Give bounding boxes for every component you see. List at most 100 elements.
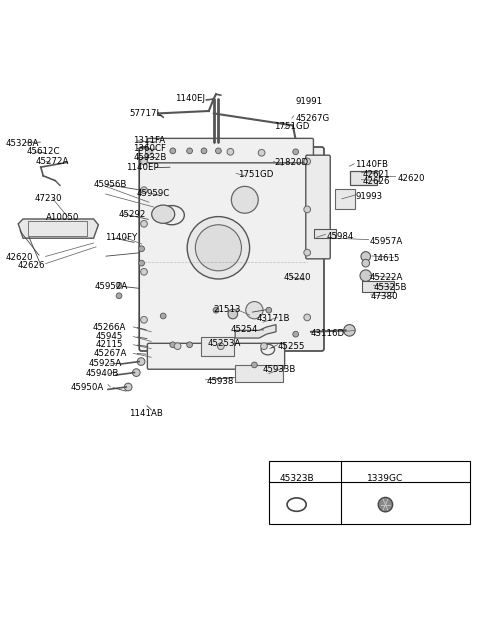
Circle shape: [360, 270, 372, 282]
Polygon shape: [350, 171, 379, 185]
Text: 45325B: 45325B: [373, 283, 407, 292]
Text: 57717L: 57717L: [130, 109, 162, 118]
Circle shape: [201, 148, 207, 154]
Circle shape: [187, 148, 192, 154]
Polygon shape: [18, 219, 98, 238]
Circle shape: [187, 217, 250, 279]
Text: 42620: 42620: [6, 253, 33, 262]
Text: 45328A: 45328A: [6, 139, 39, 147]
Text: 45267G: 45267G: [295, 113, 329, 123]
Text: 45945: 45945: [96, 332, 123, 341]
Text: 45950A: 45950A: [71, 384, 104, 392]
FancyBboxPatch shape: [306, 155, 330, 259]
Ellipse shape: [152, 205, 175, 223]
Circle shape: [141, 220, 147, 227]
Circle shape: [213, 307, 219, 313]
Circle shape: [293, 331, 299, 337]
Polygon shape: [235, 324, 276, 338]
Text: 42626: 42626: [18, 261, 45, 270]
Text: 45255: 45255: [277, 341, 305, 351]
Text: 45959C: 45959C: [137, 188, 170, 198]
Circle shape: [361, 251, 371, 261]
Text: 45956B: 45956B: [94, 180, 127, 189]
Text: 1751GD: 1751GD: [274, 122, 309, 131]
Text: 21513: 21513: [214, 305, 241, 314]
FancyBboxPatch shape: [139, 147, 324, 351]
Text: 43171B: 43171B: [257, 314, 290, 323]
Text: A10050: A10050: [46, 213, 79, 222]
Circle shape: [139, 260, 144, 266]
Circle shape: [304, 314, 311, 321]
Text: 45292: 45292: [119, 210, 146, 219]
Circle shape: [141, 268, 147, 275]
Text: 1311FA: 1311FA: [133, 136, 166, 146]
Text: 1140FY: 1140FY: [105, 233, 137, 242]
Text: 42621: 42621: [362, 170, 390, 179]
Circle shape: [195, 225, 241, 271]
Polygon shape: [235, 365, 283, 382]
Polygon shape: [314, 229, 336, 238]
FancyBboxPatch shape: [147, 343, 285, 369]
FancyBboxPatch shape: [147, 139, 313, 163]
Circle shape: [132, 369, 140, 377]
Text: 1140EP: 1140EP: [126, 163, 158, 172]
Circle shape: [187, 342, 192, 348]
Circle shape: [304, 249, 311, 256]
Text: 42626: 42626: [362, 177, 390, 186]
Text: 45267A: 45267A: [94, 349, 127, 358]
Text: 45938: 45938: [206, 377, 234, 386]
Polygon shape: [362, 282, 394, 292]
Circle shape: [378, 498, 393, 512]
Circle shape: [293, 149, 299, 155]
Circle shape: [216, 148, 221, 154]
Circle shape: [227, 149, 234, 155]
Text: 21820D: 21820D: [275, 158, 309, 167]
Text: 42115: 42115: [96, 340, 123, 349]
Circle shape: [116, 282, 122, 288]
Text: 45612C: 45612C: [26, 147, 60, 156]
Text: 45957A: 45957A: [370, 237, 403, 246]
Text: 45984: 45984: [326, 232, 354, 241]
Text: 47380: 47380: [371, 292, 398, 301]
Text: 45925A: 45925A: [89, 358, 122, 367]
Text: 1751GD: 1751GD: [238, 170, 273, 179]
Circle shape: [304, 206, 311, 213]
Text: 1140FB: 1140FB: [355, 160, 388, 169]
Circle shape: [116, 293, 122, 299]
Text: 45932B: 45932B: [133, 153, 167, 162]
Text: 45940B: 45940B: [85, 369, 119, 378]
Text: 45253A: 45253A: [207, 340, 241, 348]
Text: 45254: 45254: [230, 325, 258, 334]
Circle shape: [160, 313, 166, 319]
Text: 1360CF: 1360CF: [133, 144, 167, 153]
Text: 45266A: 45266A: [93, 323, 126, 331]
Circle shape: [228, 309, 238, 319]
Circle shape: [139, 246, 144, 251]
Circle shape: [246, 302, 263, 319]
Text: 43116D: 43116D: [311, 329, 345, 338]
Text: 45272A: 45272A: [36, 157, 70, 166]
Circle shape: [170, 148, 176, 154]
Circle shape: [266, 307, 272, 313]
Polygon shape: [335, 189, 355, 209]
Text: 47230: 47230: [35, 194, 62, 203]
Text: 1140EJ: 1140EJ: [175, 93, 204, 103]
Circle shape: [137, 358, 145, 365]
Circle shape: [170, 342, 176, 348]
Text: 45323B: 45323B: [279, 474, 314, 483]
Polygon shape: [201, 336, 234, 356]
Text: 1339GC: 1339GC: [367, 474, 404, 483]
Circle shape: [304, 158, 311, 165]
Text: 45933B: 45933B: [263, 365, 297, 374]
Circle shape: [362, 260, 370, 267]
Circle shape: [252, 362, 257, 368]
Circle shape: [141, 187, 147, 193]
Text: 45240: 45240: [283, 273, 311, 282]
Text: 91991: 91991: [295, 97, 323, 106]
Circle shape: [217, 343, 224, 350]
Circle shape: [231, 186, 258, 213]
Circle shape: [174, 343, 181, 350]
Text: 42620: 42620: [397, 174, 425, 183]
Circle shape: [124, 383, 132, 391]
Circle shape: [141, 158, 147, 165]
